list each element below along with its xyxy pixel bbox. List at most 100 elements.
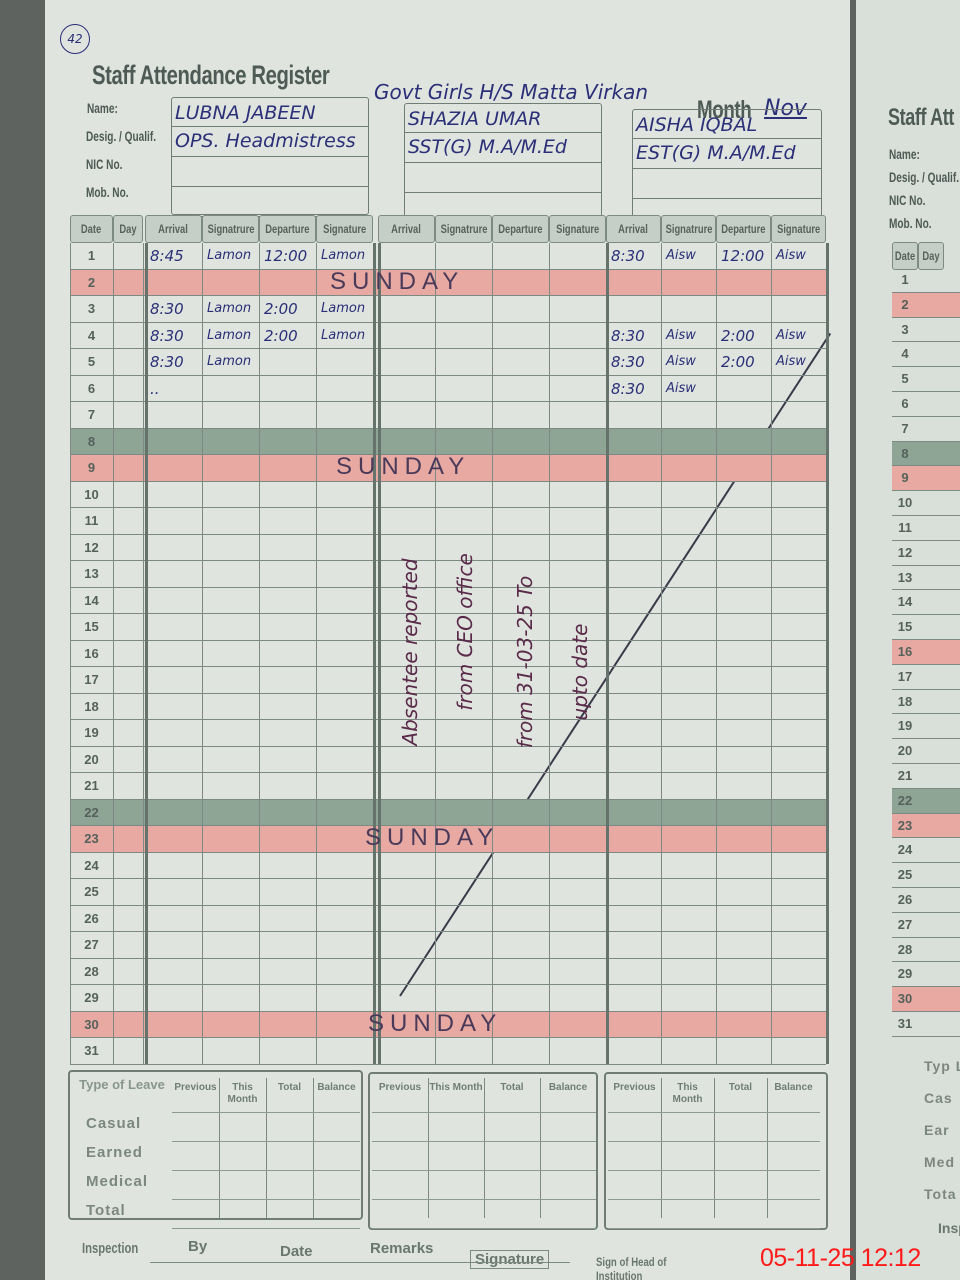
- date-number: 17: [897, 668, 913, 684]
- grid-line: [771, 243, 772, 1064]
- signature: Aisw: [776, 327, 806, 343]
- sunday-label: SUNDAY: [330, 267, 465, 295]
- date-number: 1: [87, 248, 96, 263]
- date-number: 5: [901, 371, 909, 387]
- date-row: 17: [70, 667, 826, 694]
- leave-column-balance: Balance: [317, 1082, 356, 1093]
- column-header-label: Arrival: [391, 222, 422, 236]
- date-row: 13: [70, 561, 826, 588]
- column-header-label: Signatrure: [207, 222, 254, 236]
- date-number: 29: [897, 966, 913, 982]
- date-number: 18: [897, 693, 913, 709]
- staff-designation: SST(G) M.A/M.Ed: [408, 136, 567, 158]
- leave-column-total: Total: [500, 1082, 524, 1093]
- date-number: 10: [897, 495, 913, 511]
- arrival-time: 8:30: [611, 326, 645, 345]
- grid-line: [428, 1078, 429, 1218]
- signature: Lamon: [207, 301, 252, 316]
- date-row: 18: [70, 694, 826, 720]
- next-page-day-header: Day: [918, 242, 944, 270]
- next-page-date-row: 7: [892, 417, 960, 442]
- grid-line: [378, 243, 381, 1064]
- next-page-date-header: Date: [892, 242, 918, 270]
- date-row: 14: [70, 588, 826, 614]
- signature: Aisw: [666, 354, 696, 369]
- departure-time: 2:00: [264, 300, 298, 318]
- grid-line: [540, 1078, 541, 1218]
- next-page-leave-type: Cas: [924, 1090, 953, 1106]
- grid-line: [202, 243, 203, 1064]
- signature: Aisw: [666, 248, 696, 263]
- date-number: 25: [897, 867, 913, 883]
- column-header-label: Arrival: [158, 222, 189, 236]
- next-page-date-row: 31: [892, 1012, 960, 1037]
- leave-table-3: [604, 1072, 828, 1230]
- date-number: 6: [901, 396, 909, 411]
- info-line: [632, 138, 822, 139]
- signature: Aisw: [776, 354, 806, 369]
- grid-line: [608, 1141, 820, 1142]
- info-line: [404, 192, 602, 193]
- signature: Aisw: [666, 380, 696, 396]
- grid-line: [661, 243, 662, 1064]
- date-number: 8: [901, 445, 909, 461]
- date-row: 4: [70, 323, 826, 349]
- departure-time: 12:00: [264, 247, 308, 265]
- inspection-signature-header: Signature: [470, 1250, 550, 1269]
- date-number: 8: [87, 433, 96, 449]
- date-number: 23: [84, 831, 99, 846]
- grid-line: [373, 243, 376, 1064]
- column-header-signatrure: Signatrure: [661, 215, 716, 243]
- date-number: 14: [84, 592, 99, 608]
- date-number: 13: [897, 569, 913, 585]
- date-number: 24: [84, 857, 99, 873]
- grid-line: [316, 243, 317, 1064]
- next-page-date-row: 11: [892, 516, 960, 541]
- absence-note-line: from 31-03-25 To: [513, 575, 537, 749]
- next-page-date-row: 29: [892, 962, 960, 988]
- next-page-date-row: 10: [892, 491, 960, 516]
- leave-column-previous: Previous: [174, 1082, 217, 1093]
- date-row: 22: [70, 799, 826, 826]
- date-number: 3: [901, 321, 909, 337]
- column-header-arrival: Arrival: [378, 215, 435, 243]
- next-page-date-row: 9: [892, 466, 960, 492]
- next-page-label: Mob. No.: [889, 215, 932, 231]
- date-row: 24: [70, 853, 826, 879]
- column-header-label: Signature: [322, 222, 367, 236]
- grid-line: [606, 243, 609, 1064]
- date-row: 27: [70, 932, 826, 959]
- signature: Aisw: [666, 327, 696, 343]
- grid-line: [435, 243, 436, 1064]
- grid-line: [608, 1228, 820, 1229]
- info-line: [171, 156, 369, 157]
- column-header-label: Departure: [265, 222, 310, 236]
- next-page-date-row: 24: [892, 838, 960, 864]
- date-number: 21: [897, 768, 913, 783]
- date-number: 12: [84, 539, 99, 555]
- grid-line: [172, 1112, 360, 1113]
- grid-line: [608, 1199, 820, 1200]
- grid-line: [372, 1228, 596, 1229]
- next-page-date-row: 22: [892, 788, 960, 814]
- next-page-date-row: 5: [892, 367, 960, 392]
- next-page-date-row: 3: [892, 318, 960, 343]
- info-line: [404, 162, 602, 163]
- column-header-label: Day: [922, 249, 940, 263]
- date-number: 28: [84, 963, 99, 979]
- date-number: 27: [897, 916, 913, 932]
- date-number: 1: [901, 272, 909, 287]
- next-page-date-row: 14: [892, 590, 960, 616]
- column-header-signature: Signature: [316, 215, 373, 243]
- leave-table-2: [368, 1072, 598, 1230]
- date-number: 19: [84, 725, 99, 740]
- date-number: 23: [897, 817, 913, 833]
- arrival-time: ..: [150, 379, 160, 398]
- signature: Lamon: [207, 248, 252, 263]
- signature: Aisw: [776, 248, 806, 263]
- column-header-signatrure: Signatrure: [435, 215, 492, 243]
- leave-column-previous: Previous: [613, 1082, 656, 1093]
- signature: Lamon: [207, 327, 252, 343]
- grid-line: [372, 1112, 596, 1113]
- date-number: 11: [898, 520, 912, 535]
